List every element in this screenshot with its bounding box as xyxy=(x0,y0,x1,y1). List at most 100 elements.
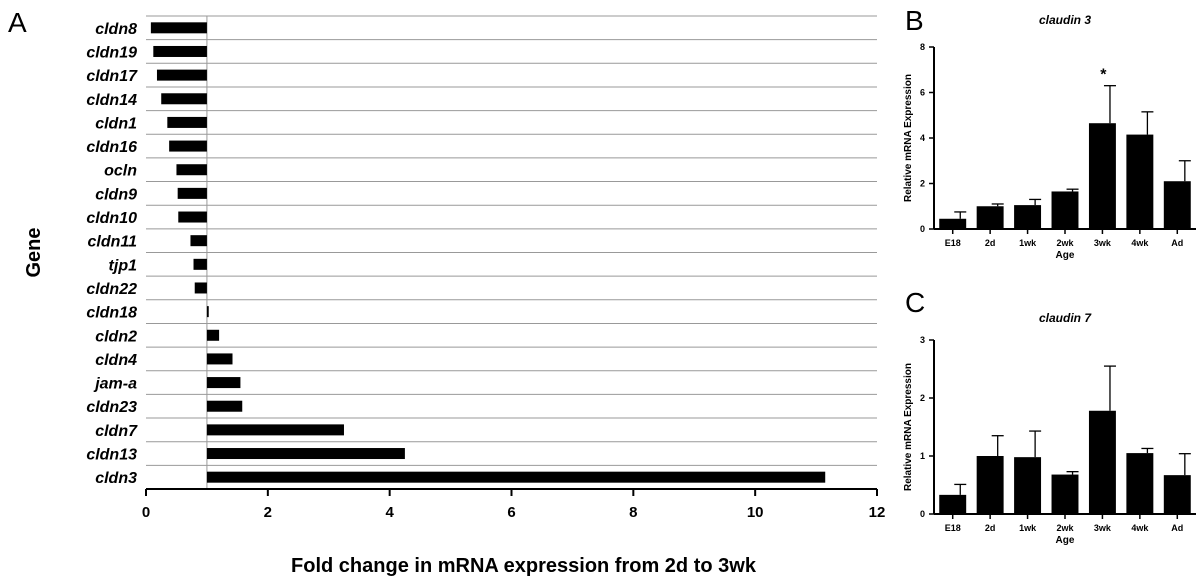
bar xyxy=(206,353,233,365)
x-tick-label: 10 xyxy=(747,504,764,521)
gene-label: cldn17 xyxy=(86,68,138,85)
x-axis-title: Age xyxy=(1056,250,1075,261)
bar xyxy=(206,424,344,436)
x-tick-label: 6 xyxy=(507,504,515,521)
bar xyxy=(156,69,207,81)
gene-label: cldn18 xyxy=(86,305,137,322)
bar xyxy=(1088,123,1116,229)
x-tick-label: Ad xyxy=(1171,523,1183,533)
gene-label: cldn19 xyxy=(86,44,137,61)
bar xyxy=(161,93,207,105)
gene-label: cldn1 xyxy=(95,115,137,132)
bar xyxy=(939,218,967,229)
bar xyxy=(1051,191,1079,229)
x-tick-label: 12 xyxy=(869,504,886,521)
x-tick-label: 2wk xyxy=(1056,238,1074,248)
x-tick-label: 1wk xyxy=(1019,238,1037,248)
bar xyxy=(193,258,207,270)
gene-label: cldn14 xyxy=(86,92,137,109)
bar xyxy=(1014,205,1042,229)
bar xyxy=(169,140,207,152)
gene-label: cldn4 xyxy=(95,352,137,369)
x-tick-label: 8 xyxy=(629,504,637,521)
y-tick-label: 4 xyxy=(920,133,925,143)
gene-label: tjp1 xyxy=(109,257,138,274)
gene-label: cldn11 xyxy=(88,234,138,251)
bar xyxy=(1014,457,1042,514)
bar xyxy=(976,456,1004,514)
x-tick-label: 4wk xyxy=(1131,238,1149,248)
gene-label: cldn2 xyxy=(95,328,137,345)
panel-letter-c: C xyxy=(905,287,925,318)
gene-label: ocln xyxy=(104,163,137,180)
gene-label: cldn22 xyxy=(86,281,137,298)
x-tick-label: 4 xyxy=(385,504,394,521)
bar xyxy=(1051,474,1079,514)
x-tick-label: E18 xyxy=(945,523,961,533)
bar xyxy=(167,116,207,128)
gene-label: cldn8 xyxy=(95,21,137,38)
bar xyxy=(206,306,209,318)
gene-label: cldn9 xyxy=(95,186,137,203)
fold-change-chart: 0 2 4 6 8 10 12 cldn8 cldn19 cldn17 cldn14 cldn1 cld… xyxy=(23,15,886,577)
x-tick-label: Ad xyxy=(1171,238,1183,248)
bar xyxy=(976,206,1004,229)
bar xyxy=(1088,410,1116,514)
bar xyxy=(206,377,241,389)
bar xyxy=(153,45,207,57)
x-tick-label: 3wk xyxy=(1094,523,1112,533)
chart-title: claudin 3 xyxy=(1039,13,1091,27)
gene-label: jam-a xyxy=(93,376,137,393)
y-tick-label: 2 xyxy=(920,393,925,403)
y-tick-label: 0 xyxy=(920,224,925,234)
x-axis-title: Age xyxy=(1056,535,1075,546)
y-axis-title: Relative mRNA Expression xyxy=(903,363,914,491)
claudin3-chart: 0 2 4 6 8 E18 2d 1wk 2wk 3wk 4wk Ad * claudin 3 Age Rel… xyxy=(903,13,1196,261)
bar xyxy=(178,211,207,223)
bar xyxy=(194,282,207,294)
panel-letter-a: A xyxy=(8,7,27,38)
y-tick-label: 0 xyxy=(920,509,925,519)
x-tick-label: E18 xyxy=(945,238,961,248)
x-tick-label: 4wk xyxy=(1131,523,1149,533)
bar xyxy=(1163,181,1191,229)
x-tick-label: 3wk xyxy=(1094,238,1112,248)
gene-label: cldn23 xyxy=(86,399,137,416)
bar xyxy=(177,187,207,199)
gene-label: cldn13 xyxy=(86,447,137,464)
y-tick-label: 3 xyxy=(920,335,925,345)
bar xyxy=(150,22,207,34)
y-tick-label: 8 xyxy=(920,42,925,52)
bar xyxy=(190,235,207,247)
x-axis-title: Fold change in mRNA expression from 2d t… xyxy=(291,555,757,577)
panel-letter-b: B xyxy=(905,5,924,36)
x-tick-label: 2d xyxy=(985,523,996,533)
gene-label: cldn7 xyxy=(95,423,138,440)
gene-label: cldn16 xyxy=(86,139,137,156)
y-tick-label: 1 xyxy=(920,451,925,461)
y-axis-title: Relative mRNA Expression xyxy=(903,74,914,202)
x-tick-label: 2 xyxy=(264,504,272,521)
bar xyxy=(206,471,826,483)
y-tick-label: 6 xyxy=(920,88,925,98)
y-axis-title: Gene xyxy=(23,227,45,277)
x-tick-label: 1wk xyxy=(1019,523,1037,533)
y-tick-label: 2 xyxy=(920,179,925,189)
bar xyxy=(939,494,967,514)
bar xyxy=(206,448,405,460)
significance-marker: * xyxy=(1100,67,1107,84)
bar xyxy=(1126,453,1154,514)
bar xyxy=(176,164,207,176)
x-tick-label: 2d xyxy=(985,238,996,248)
bar xyxy=(1163,475,1191,514)
chart-title: claudin 7 xyxy=(1039,311,1092,325)
x-tick-label: 0 xyxy=(142,504,150,521)
x-tick-label: 2wk xyxy=(1056,523,1074,533)
gene-label: cldn10 xyxy=(86,210,137,227)
bar xyxy=(206,400,243,412)
bar xyxy=(1126,134,1154,229)
gene-label: cldn3 xyxy=(95,470,137,487)
bar xyxy=(206,329,220,341)
